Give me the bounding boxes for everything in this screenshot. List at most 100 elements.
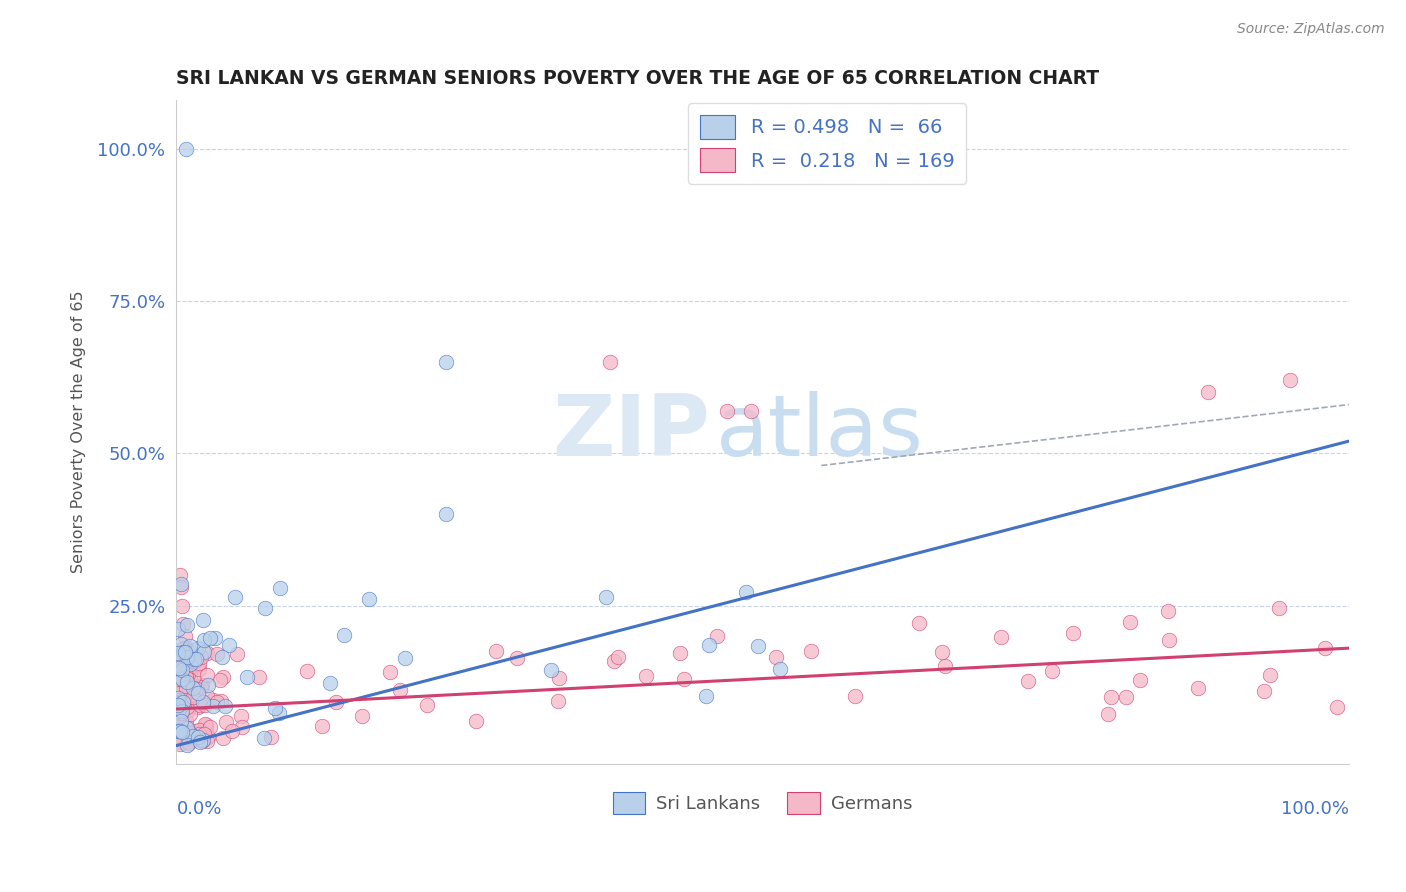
Y-axis label: Seniors Poverty Over the Age of 65: Seniors Poverty Over the Age of 65 — [72, 291, 86, 574]
Point — [908, 616, 931, 631]
Point — [197, 695, 219, 709]
Point — [697, 638, 720, 652]
Point — [170, 714, 193, 729]
Point — [1040, 665, 1063, 679]
Text: atlas: atlas — [716, 391, 924, 474]
Point — [166, 714, 188, 729]
Point — [166, 658, 188, 673]
Point — [194, 722, 217, 736]
Point — [167, 622, 190, 636]
Point — [167, 677, 190, 691]
Point — [173, 693, 195, 707]
Point — [170, 665, 193, 679]
Point — [599, 355, 621, 369]
Point — [186, 657, 208, 671]
Point — [176, 722, 198, 736]
Point — [181, 730, 204, 744]
Point — [172, 645, 194, 659]
Point — [172, 704, 194, 718]
Point — [1258, 668, 1281, 682]
Point — [209, 694, 232, 708]
Point — [224, 591, 246, 605]
Point — [740, 403, 762, 417]
Point — [169, 737, 191, 751]
Point — [197, 646, 219, 660]
Point — [176, 667, 198, 681]
Point — [765, 650, 787, 665]
Point — [844, 689, 866, 703]
Point — [177, 731, 200, 745]
Legend: Sri Lankans, Germans: Sri Lankans, Germans — [606, 785, 920, 822]
Point — [318, 676, 340, 690]
Point — [187, 730, 209, 744]
Point — [434, 355, 457, 369]
Point — [236, 670, 259, 684]
Point — [1253, 684, 1275, 698]
Point — [176, 703, 198, 717]
Point — [173, 681, 195, 696]
Point — [221, 723, 243, 738]
Point — [183, 648, 205, 663]
Point — [183, 681, 205, 695]
Point — [169, 653, 191, 667]
Point — [180, 657, 202, 671]
Point — [174, 645, 197, 659]
Point — [253, 601, 276, 615]
Point — [269, 706, 291, 720]
Point — [172, 642, 194, 657]
Point — [179, 657, 201, 671]
Point — [200, 631, 222, 645]
Point — [170, 648, 193, 663]
Point — [359, 591, 381, 606]
Point — [197, 678, 219, 692]
Point — [174, 714, 197, 728]
Point — [170, 716, 193, 731]
Point — [179, 640, 201, 654]
Point — [173, 693, 195, 707]
Point — [194, 717, 217, 731]
Point — [167, 696, 190, 710]
Point — [606, 650, 628, 665]
Point — [229, 709, 252, 723]
Point — [170, 663, 193, 677]
Point — [201, 698, 224, 713]
Point — [170, 723, 193, 737]
Point — [191, 695, 214, 709]
Point — [169, 707, 191, 722]
Point — [179, 677, 201, 691]
Point — [193, 733, 215, 747]
Point — [204, 631, 226, 645]
Point — [166, 646, 188, 660]
Point — [184, 654, 207, 668]
Point — [264, 700, 287, 714]
Point — [325, 695, 347, 709]
Point — [169, 701, 191, 715]
Point — [174, 142, 197, 156]
Point — [176, 700, 198, 714]
Point — [389, 682, 412, 697]
Point — [769, 662, 792, 676]
Point — [252, 731, 274, 745]
Point — [1129, 673, 1152, 687]
Text: 0.0%: 0.0% — [177, 800, 222, 818]
Point — [176, 681, 198, 695]
Point — [172, 725, 194, 739]
Point — [169, 672, 191, 686]
Point — [636, 668, 658, 682]
Point — [394, 651, 416, 665]
Point — [215, 714, 238, 729]
Point — [176, 674, 198, 689]
Text: ZIP: ZIP — [553, 391, 710, 474]
Point — [269, 581, 291, 595]
Point — [177, 736, 200, 750]
Point — [187, 686, 209, 700]
Point — [212, 731, 235, 745]
Point — [603, 654, 626, 668]
Point — [1097, 706, 1119, 721]
Point — [1326, 700, 1348, 714]
Point — [193, 633, 215, 648]
Point — [167, 704, 190, 718]
Point — [205, 648, 228, 662]
Point — [167, 698, 190, 713]
Point — [540, 663, 562, 677]
